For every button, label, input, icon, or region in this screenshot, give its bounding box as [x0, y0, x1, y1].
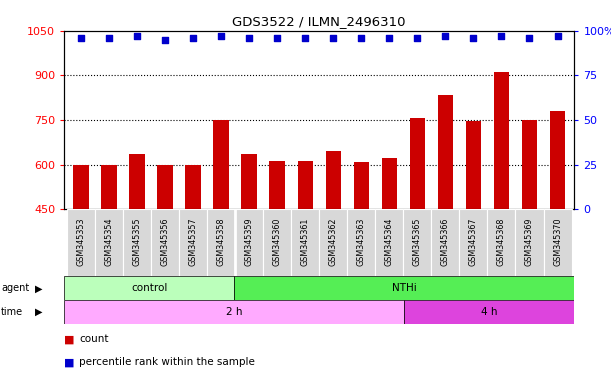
- Text: NTHi: NTHi: [392, 283, 417, 293]
- Text: time: time: [1, 307, 23, 317]
- Point: [384, 35, 394, 41]
- Text: 4 h: 4 h: [481, 307, 497, 317]
- Bar: [466, 121, 481, 343]
- Point: [469, 35, 478, 41]
- Bar: [431, 209, 459, 276]
- Bar: [185, 165, 201, 343]
- Bar: [494, 72, 509, 343]
- Point: [301, 35, 310, 41]
- Bar: [326, 151, 341, 343]
- Bar: [158, 165, 173, 343]
- Bar: [550, 111, 565, 343]
- Point: [104, 35, 114, 41]
- Bar: [207, 209, 235, 276]
- Bar: [234, 276, 574, 300]
- Bar: [459, 209, 488, 276]
- Point: [244, 35, 254, 41]
- Point: [76, 35, 86, 41]
- Bar: [404, 300, 574, 324]
- Bar: [409, 118, 425, 343]
- Text: GSM345365: GSM345365: [413, 217, 422, 266]
- Point: [328, 35, 338, 41]
- Bar: [437, 95, 453, 343]
- Bar: [179, 209, 207, 276]
- Point: [188, 35, 198, 41]
- Point: [497, 33, 507, 39]
- Bar: [241, 154, 257, 343]
- Text: GSM345367: GSM345367: [469, 217, 478, 266]
- Point: [216, 33, 226, 39]
- Text: ■: ■: [64, 358, 75, 367]
- Point: [356, 35, 366, 41]
- Text: GSM345370: GSM345370: [553, 217, 562, 266]
- Text: GSM345360: GSM345360: [273, 217, 282, 266]
- Point: [160, 36, 170, 43]
- Text: GSM345366: GSM345366: [441, 217, 450, 266]
- Text: GSM345368: GSM345368: [497, 217, 506, 266]
- Text: GSM345361: GSM345361: [301, 217, 310, 266]
- Text: GSM345357: GSM345357: [189, 217, 197, 266]
- Text: control: control: [131, 283, 167, 293]
- Text: GSM345369: GSM345369: [525, 217, 534, 266]
- Bar: [516, 209, 544, 276]
- Bar: [375, 209, 403, 276]
- Text: GSM345358: GSM345358: [217, 217, 225, 266]
- Point: [441, 33, 450, 39]
- Text: GSM345356: GSM345356: [161, 217, 170, 266]
- Text: ▶: ▶: [35, 307, 43, 317]
- Bar: [488, 209, 516, 276]
- Point: [412, 35, 422, 41]
- Bar: [67, 209, 95, 276]
- Bar: [64, 300, 404, 324]
- Text: GSM345353: GSM345353: [76, 217, 86, 266]
- Bar: [64, 276, 234, 300]
- Text: 2 h: 2 h: [226, 307, 243, 317]
- Text: count: count: [79, 334, 109, 344]
- Text: GSM345359: GSM345359: [244, 217, 254, 266]
- Bar: [151, 209, 179, 276]
- Bar: [263, 209, 291, 276]
- Point: [132, 33, 142, 39]
- Text: GSM345364: GSM345364: [385, 217, 394, 266]
- Bar: [403, 209, 431, 276]
- Text: ■: ■: [64, 334, 75, 344]
- Text: GSM345355: GSM345355: [133, 217, 142, 266]
- Bar: [269, 161, 285, 343]
- Bar: [544, 209, 571, 276]
- Bar: [235, 209, 263, 276]
- Bar: [101, 165, 117, 343]
- Bar: [130, 154, 145, 343]
- Bar: [347, 209, 375, 276]
- Bar: [123, 209, 151, 276]
- Text: agent: agent: [1, 283, 29, 293]
- Text: ▶: ▶: [35, 283, 43, 293]
- Text: GSM345354: GSM345354: [104, 217, 114, 266]
- Title: GDS3522 / ILMN_2496310: GDS3522 / ILMN_2496310: [233, 15, 406, 28]
- Bar: [298, 161, 313, 343]
- Bar: [95, 209, 123, 276]
- Point: [273, 35, 282, 41]
- Text: percentile rank within the sample: percentile rank within the sample: [79, 358, 255, 367]
- Point: [552, 33, 562, 39]
- Bar: [213, 120, 229, 343]
- Bar: [354, 162, 369, 343]
- Point: [525, 35, 535, 41]
- Bar: [522, 120, 537, 343]
- Bar: [291, 209, 319, 276]
- Text: GSM345362: GSM345362: [329, 217, 338, 266]
- Bar: [382, 158, 397, 343]
- Bar: [73, 165, 89, 343]
- Text: GSM345363: GSM345363: [357, 217, 366, 266]
- Bar: [319, 209, 347, 276]
